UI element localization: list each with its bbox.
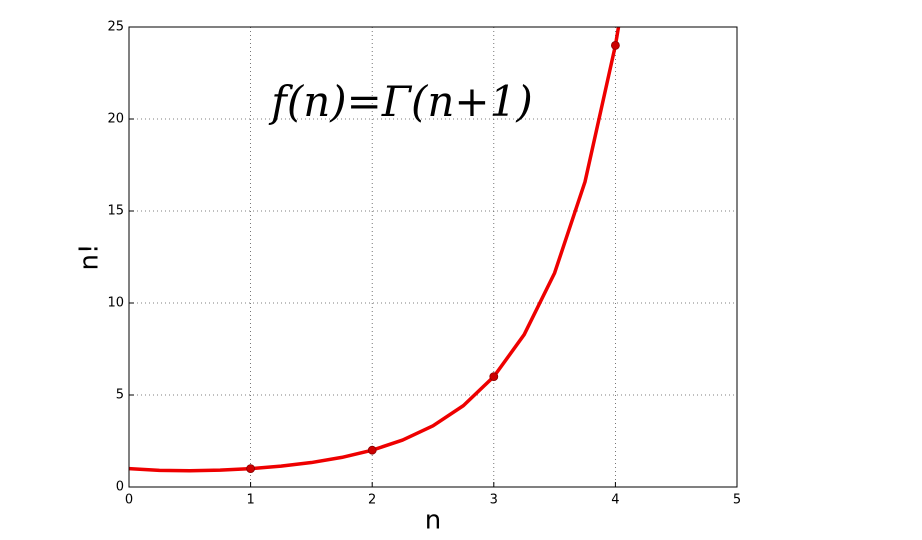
y-axis-label: n! — [75, 244, 105, 271]
x-tick-label: 4 — [611, 493, 619, 508]
x-tick-label: 3 — [490, 493, 498, 508]
curve — [129, 27, 621, 473]
x-tick-label: 0 — [125, 493, 133, 508]
x-tick-label: 5 — [733, 493, 741, 508]
y-tick-label: 20 — [107, 112, 124, 127]
plot-area — [129, 27, 621, 474]
data-point — [489, 372, 499, 382]
data-point — [367, 445, 377, 455]
annotation: f(n)=Γ(n+1) — [268, 77, 532, 126]
y-tick-label: 25 — [107, 20, 124, 35]
data-point — [246, 464, 256, 474]
x-tick-label: 2 — [368, 493, 376, 508]
y-tick-label: 5 — [116, 388, 124, 403]
y-tick-label: 15 — [107, 204, 124, 219]
x-axis-label: n — [425, 506, 441, 536]
y-tick-label: 10 — [107, 296, 124, 311]
plot-frame — [128, 26, 738, 488]
y-tick-label: 0 — [116, 480, 124, 495]
data-point — [611, 41, 620, 50]
x-tick-label: 1 — [246, 493, 254, 508]
